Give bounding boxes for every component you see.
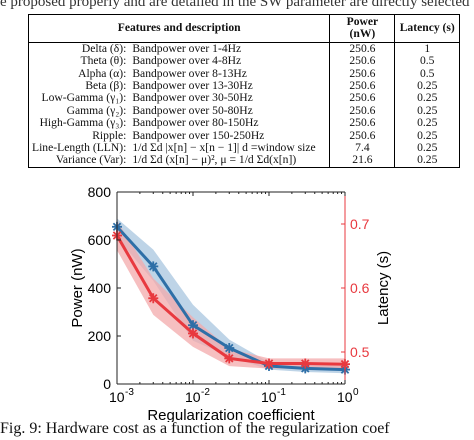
feature-description: Bandpower over 1-4Hz bbox=[129, 42, 331, 56]
table-row: Gamma (γ₂): Bandpower over 50-80Hz 250.6 0.… bbox=[28, 104, 460, 118]
y-left-tick-label: 400 bbox=[88, 280, 112, 296]
feature-description: Bandpower over 8-13Hz bbox=[129, 67, 331, 81]
table-row: Theta (θ): Bandpower over 4-8Hz 250.6 0.5 bbox=[28, 54, 460, 68]
latency-data-point bbox=[224, 353, 235, 364]
feature-description: 1/d Σd (x[n] − μ)², μ = 1/d Σd(x[n]) bbox=[129, 154, 331, 168]
x-tick-base: 10 bbox=[185, 389, 201, 405]
power-value: 250.6 bbox=[329, 116, 396, 130]
feature-name: Gamma (γ₂): bbox=[28, 104, 130, 118]
y-left-tick-label: 200 bbox=[88, 328, 112, 344]
table-row: Alpha (α): Bandpower over 8-13Hz 250.6 0.5 bbox=[28, 67, 460, 81]
table-row: Variance (Var): 1/d Σd (x[n] − μ)², μ = 1… bbox=[28, 154, 460, 168]
feature-name: Beta (β): bbox=[28, 79, 130, 93]
latency-value: 0.25 bbox=[394, 79, 460, 93]
header-features: Features and description bbox=[27, 14, 331, 43]
latency-value: 0.25 bbox=[394, 92, 460, 105]
x-tick-exponent: 0 bbox=[353, 387, 359, 398]
confidence-band-latency bbox=[117, 220, 345, 369]
feature-description: Bandpower over 4-8Hz bbox=[129, 54, 331, 68]
feature-description: Bandpower over 150-250Hz bbox=[129, 129, 331, 143]
latency-data-point bbox=[300, 358, 311, 369]
power-value: 250.6 bbox=[329, 54, 396, 68]
feature-name: Line-Length (LLN): bbox=[28, 141, 130, 155]
y-left-tick-label: 800 bbox=[88, 184, 112, 200]
latency-value: 0.25 bbox=[394, 154, 460, 168]
feature-name: Theta (θ): bbox=[28, 54, 130, 68]
power-marker-stroke bbox=[225, 343, 234, 353]
latency-data-point bbox=[148, 293, 159, 304]
latency-value: 0.25 bbox=[394, 141, 460, 155]
feature-description: Bandpower over 13-30Hz bbox=[129, 79, 331, 93]
power-value: 250.6 bbox=[329, 79, 396, 93]
latency-value: 1 bbox=[394, 42, 460, 56]
table-row: Ripple: Bandpower over 150-250Hz 250.6 0.25 bbox=[28, 129, 460, 143]
power-marker-stroke bbox=[149, 262, 158, 271]
latency-marker-stroke bbox=[225, 354, 234, 363]
power-value: 250.6 bbox=[329, 92, 396, 105]
latency-value: 0.25 bbox=[394, 129, 460, 143]
power-value: 250.6 bbox=[329, 42, 396, 56]
y-right-tick-label: 0.6 bbox=[350, 280, 370, 296]
latency-marker-stroke bbox=[264, 359, 274, 368]
y-left-axis-label: Power (nW) bbox=[69, 248, 86, 327]
feature-name: Delta (δ): bbox=[28, 42, 130, 56]
x-tick-exponent: -1 bbox=[277, 387, 286, 398]
latency-data-point bbox=[188, 328, 198, 339]
x-tick-label: 10 0 bbox=[337, 387, 359, 405]
feature-name: Low-Gamma (γ₁): bbox=[28, 92, 130, 105]
x-tick-base: 10 bbox=[109, 389, 125, 405]
x-tick-label: 10 -3 bbox=[109, 387, 134, 405]
feature-description: Bandpower over 30-50Hz bbox=[129, 92, 331, 105]
figure-caption: Fig. 9: Hardware cost as a function of t… bbox=[0, 420, 390, 437]
table-row: Delta (δ): Bandpower over 1-4Hz 250.6 1 bbox=[28, 42, 460, 56]
x-tick-exponent: -2 bbox=[201, 387, 210, 398]
feature-table: Features and description Power (nW) Late… bbox=[27, 14, 460, 168]
power-value: 21.6 bbox=[329, 154, 396, 168]
power-data-point bbox=[224, 343, 235, 353]
feature-name: Ripple: bbox=[28, 129, 130, 143]
x-tick-label: 10 -2 bbox=[185, 387, 210, 405]
feature-description: Bandpower over 50-80Hz bbox=[129, 104, 331, 118]
x-tick-label: 10 -1 bbox=[261, 387, 286, 405]
latency-value: 0.5 bbox=[394, 67, 460, 81]
cropped-text-above: e proposed properly and are detailed in … bbox=[0, 0, 470, 10]
table-row: Beta (β): Bandpower over 13-30Hz 250.6 0.25 bbox=[28, 79, 460, 93]
y-right-tick-label: 0.7 bbox=[350, 216, 370, 232]
feature-name: Variance (Var): bbox=[28, 154, 130, 168]
feature-description: Bandpower over 80-150Hz bbox=[129, 116, 331, 130]
feature-name: Alpha (α): bbox=[28, 67, 130, 81]
feature-description: 1/d Σd |x[n] − x[n − 1]| d =window size bbox=[129, 141, 331, 155]
power-value: 250.6 bbox=[329, 67, 396, 81]
x-tick-base: 10 bbox=[261, 389, 277, 405]
confidence-band-power bbox=[117, 218, 345, 374]
latency-marker-stroke bbox=[188, 329, 198, 338]
latency-marker-stroke bbox=[149, 294, 158, 303]
latency-value: 0.5 bbox=[394, 54, 460, 68]
x-tick-exponent: -3 bbox=[125, 387, 134, 398]
latency-value: 0.25 bbox=[394, 116, 460, 130]
feature-name: High-Gamma (γ₃): bbox=[28, 116, 130, 130]
x-axis-label: Regularization coefficient bbox=[147, 407, 315, 422]
y-left-tick-label: 600 bbox=[88, 232, 112, 248]
power-data-point bbox=[148, 261, 159, 272]
y-right-tick-label: 0.5 bbox=[350, 344, 370, 360]
table-header-row: Features and description Power (nW) Late… bbox=[27, 14, 460, 43]
y-right-axis-label: Latency (s) bbox=[375, 251, 392, 325]
power-marker-stroke bbox=[188, 320, 198, 330]
latency-value: 0.25 bbox=[394, 104, 460, 118]
header-power: Power (nW) bbox=[329, 14, 396, 43]
table-row: Line-Length (LLN): 1/d Σd |x[n] − x[n − 1… bbox=[28, 141, 460, 155]
table-row: Low-Gamma (γ₁): Bandpower over 30-50Hz 250… bbox=[28, 92, 460, 105]
power-value: 7.4 bbox=[329, 141, 396, 155]
latency-marker-stroke bbox=[301, 359, 310, 368]
y-left-tick-label: 0 bbox=[103, 376, 111, 392]
power-value: 250.6 bbox=[329, 129, 396, 143]
table-row: High-Gamma (γ₃): Bandpower over 80-150Hz 2… bbox=[28, 116, 460, 130]
latency-data-point bbox=[264, 358, 274, 369]
power-value: 250.6 bbox=[329, 104, 396, 118]
x-tick-base: 10 bbox=[337, 389, 353, 405]
header-latency: Latency (s) bbox=[394, 14, 460, 43]
